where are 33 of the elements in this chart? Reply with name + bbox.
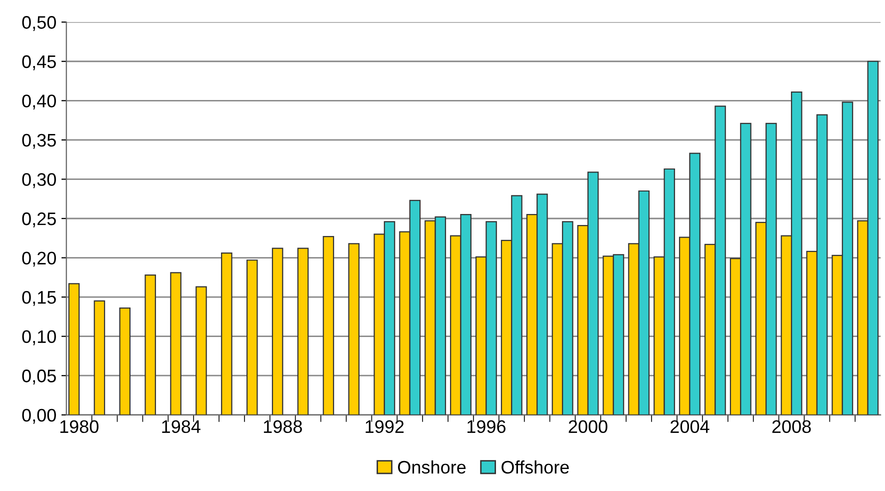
bar xyxy=(246,260,258,415)
y-tick-label: 0,00 xyxy=(22,408,56,424)
bar xyxy=(348,243,360,415)
y-tick-label: 0,35 xyxy=(22,134,56,149)
bar xyxy=(68,283,80,415)
x-tick-label: 1984 xyxy=(162,420,200,434)
x-tick-label: 2008 xyxy=(772,420,811,434)
x-tick-label: 2000 xyxy=(568,420,608,434)
legend-label: Offshore xyxy=(502,460,569,474)
y-tick-label: 0,45 xyxy=(22,55,56,70)
y-tick-label: 0,25 xyxy=(22,212,56,228)
bar xyxy=(144,274,156,415)
bar xyxy=(272,248,284,415)
y-tick-label: 0,30 xyxy=(22,173,56,188)
x-tick-label: 2004 xyxy=(670,420,710,434)
y-tick-label: 0,15 xyxy=(22,290,56,306)
y-tick-label: 0,05 xyxy=(22,370,56,384)
bar xyxy=(322,236,334,415)
bar xyxy=(170,272,182,415)
legend-label: Onshore xyxy=(398,460,466,474)
y-tick-label: 0,10 xyxy=(22,330,56,346)
x-tick-label: 1980 xyxy=(60,420,98,434)
y-tick-label: 0,50 xyxy=(22,16,56,31)
y-tick-label: 0,20 xyxy=(22,252,56,267)
y-tick-label: 0,40 xyxy=(22,94,56,110)
bar xyxy=(221,252,232,415)
bar xyxy=(297,248,309,415)
bar xyxy=(119,308,131,415)
x-tick-label: 1992 xyxy=(366,420,404,434)
x-tick-label: 1996 xyxy=(467,420,506,434)
bar xyxy=(196,286,207,415)
bar xyxy=(94,300,106,415)
x-tick-label: 1988 xyxy=(264,420,302,434)
